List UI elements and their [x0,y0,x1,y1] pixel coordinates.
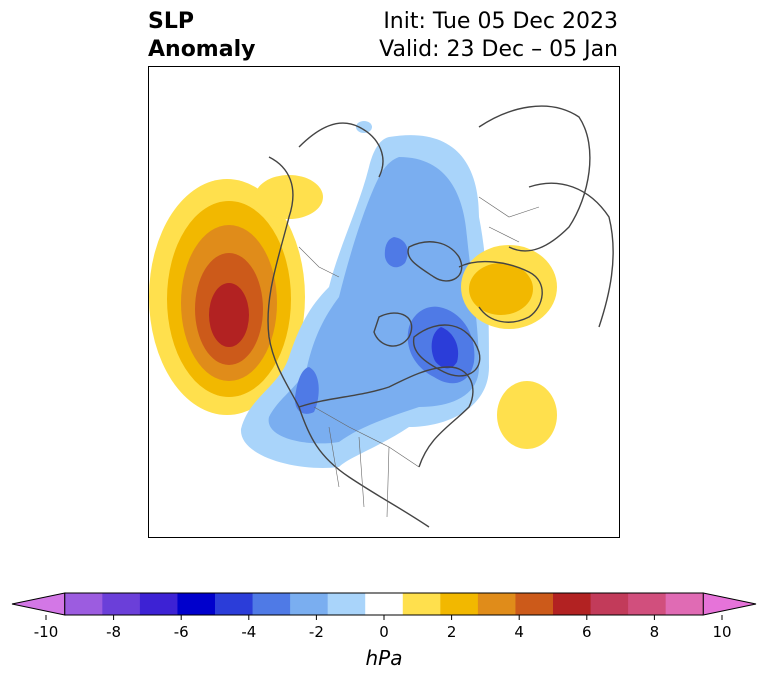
colorbar-extend-max [702,592,757,616]
colorbar-segment [553,593,592,615]
colorbar-segment [477,593,516,615]
colorbar-segment [590,593,629,615]
colorbar-segment [515,593,554,615]
colorbar-segment [139,593,178,615]
colorbar-segments [11,592,757,616]
anomaly-map [148,66,620,538]
scandinavia-ridge [461,245,557,329]
colorbar-tick-label: 8 [650,623,660,641]
colorbar-segment [440,593,479,615]
colorbar-segment [365,593,404,615]
valid-range: Valid: 23 Dec – 05 Jan [379,37,618,62]
init-date: Init: Tue 05 Dec 2023 [383,9,618,34]
colorbar-tick-label: -6 [174,623,189,641]
colorbar-tick-label: -8 [106,623,121,641]
borders [298,196,540,518]
atlantic-ridge [497,381,557,449]
pacific-ridge [149,175,323,415]
colorbar-tick-label: -4 [241,623,256,641]
colorbar-segment [64,593,103,615]
colorbar-tick-label: 6 [582,623,592,641]
colorbar-tick-label: -10 [34,623,59,641]
colorbar-unit-label: hPa [365,646,403,670]
colorbar-tick-label: 10 [712,623,731,641]
colorbar-segment [252,593,291,615]
map-title: SLP Anomaly [148,8,255,64]
colorbar-tick-label: 4 [514,623,524,641]
title-line1: SLP [148,9,194,34]
colorbar-tick-label: -2 [309,623,324,641]
colorbar-ticks: -10 -8 -6 -4 -2 0 2 4 6 8 10 [34,615,732,641]
title-line2: Anomaly [148,37,256,62]
colorbar-tick-label: 2 [447,623,457,641]
colorbar-segment [290,593,329,615]
colorbar-segment [665,593,704,615]
colorbar-segment [102,593,141,615]
colorbar-segment [402,593,441,615]
colorbar-segment [215,593,254,615]
forecast-dates: Init: Tue 05 Dec 2023 Valid: 23 Dec – 05… [379,8,618,64]
colorbar-extend-min [11,592,66,616]
colorbar-segment [327,593,366,615]
colorbar: -10 -8 -6 -4 -2 0 2 4 6 8 10 [11,592,757,641]
arctic-canada-low [240,121,489,468]
colorbar-segment [177,593,216,615]
coastlines [267,105,614,528]
colorbar-tick-label: 0 [379,623,389,641]
colorbar-segment [628,593,667,615]
map-canvas [149,105,614,528]
